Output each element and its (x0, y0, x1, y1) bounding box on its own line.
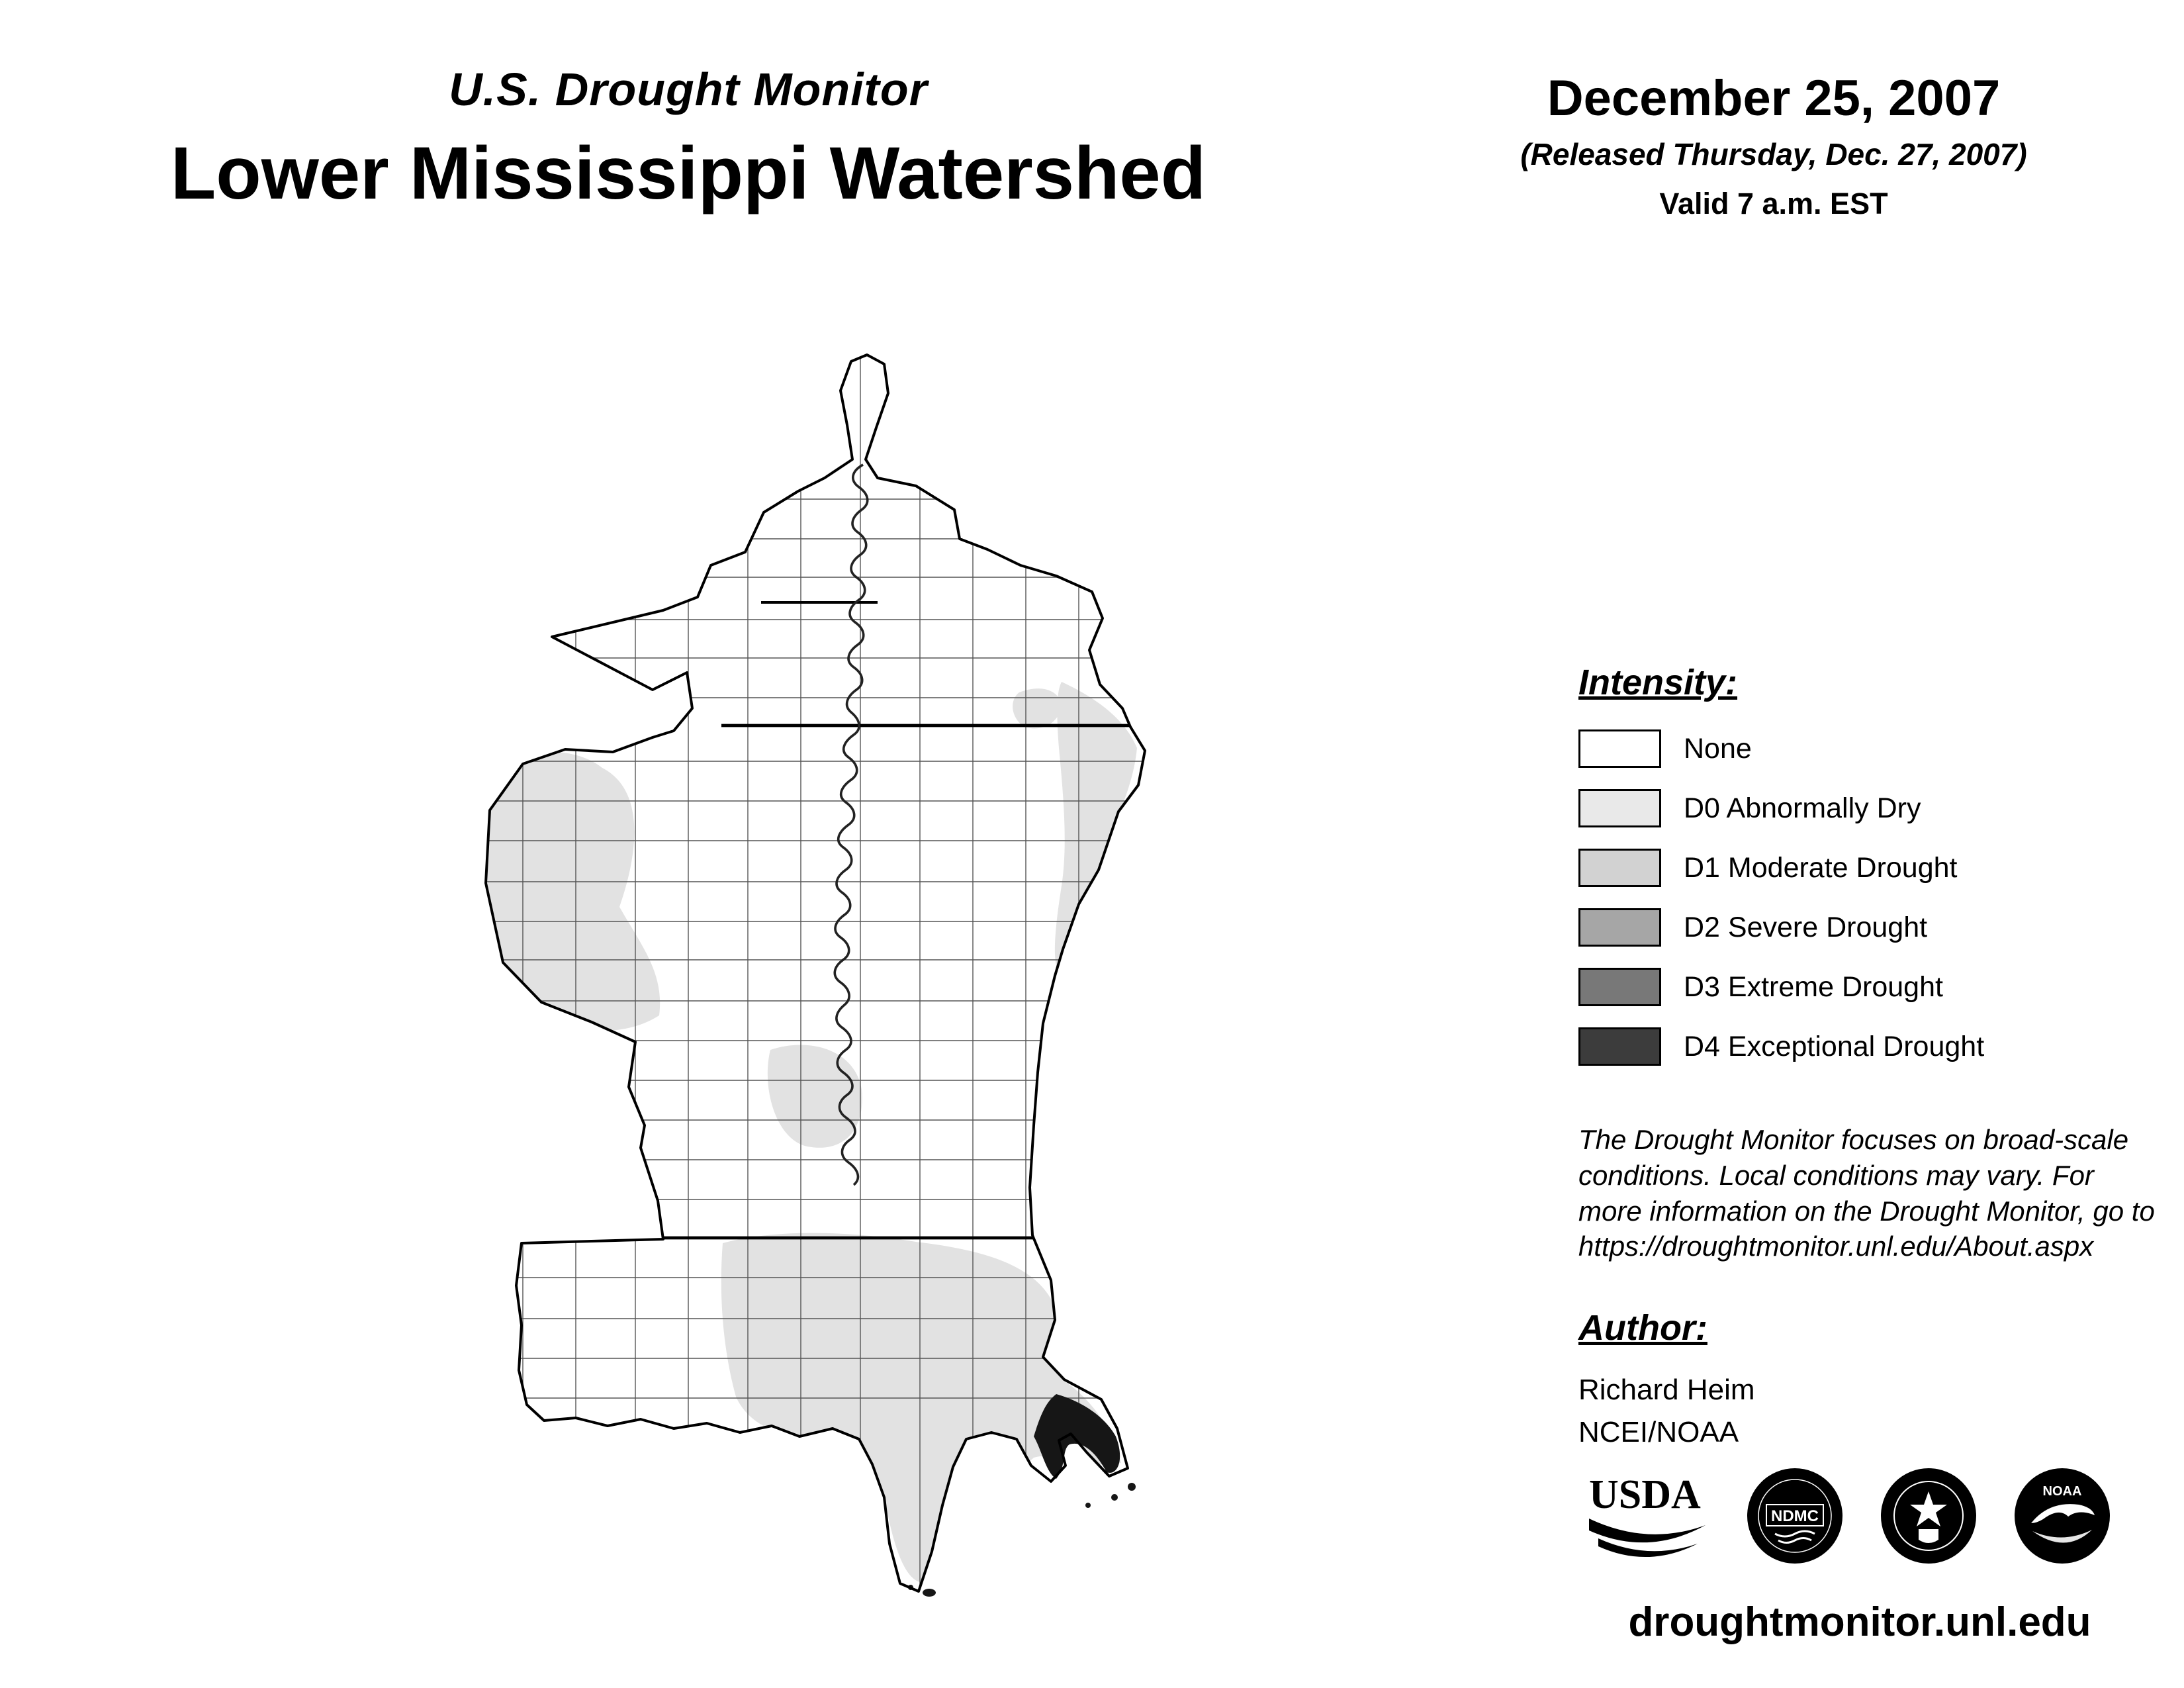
program-title: U.S. Drought Monitor (449, 64, 928, 115)
legend-row-d0: D0 Abnormally Dry (1578, 789, 2174, 827)
legend-label: D1 Moderate Drought (1684, 851, 1958, 884)
watershed-map (463, 351, 1257, 1602)
state-lines (663, 601, 1141, 1240)
mississippi-river (833, 463, 869, 1186)
usda-logo: USDA (1585, 1470, 1711, 1566)
droughtmonitor-url: droughtmonitor.unl.edu (1628, 1599, 2091, 1645)
map-date: December 25, 2007 (1547, 70, 2001, 126)
watershed-map-svg (484, 353, 1146, 1597)
usda-logo-text: USDA (1589, 1472, 1701, 1517)
released-date: (Released Thursday, Dec. 27, 2007) (1520, 137, 2027, 171)
legend-row-d2: D2 Severe Drought (1578, 908, 2174, 947)
logo-row: USDA NDMC NOAA (1585, 1466, 2181, 1569)
legend-label: D4 Exceptional Drought (1684, 1030, 1985, 1062)
intensity-legend: Intensity: None D0 Abnormally Dry D1 Mod… (1578, 662, 2174, 1087)
author-name: Richard Heim (1578, 1374, 1755, 1406)
d0-dry-areas (486, 682, 1137, 1582)
swatch-none (1578, 729, 1661, 768)
legend-row-d4: D4 Exceptional Drought (1578, 1027, 2174, 1066)
swatch-d1 (1578, 849, 1661, 887)
date-block: December 25, 2007 (Released Thursday, De… (1443, 70, 2105, 221)
legend-row-none: None (1578, 729, 2174, 768)
watershed-outline (484, 353, 1146, 1593)
legend-label: None (1684, 732, 1752, 765)
disclaimer-text: The Drought Monitor focuses on broad-sca… (1578, 1124, 2155, 1262)
legend-heading: Intensity: (1578, 663, 1738, 702)
swatch-d0 (1578, 789, 1661, 827)
legend-label: D0 Abnormally Dry (1684, 792, 1921, 824)
swatch-d4 (1578, 1027, 1661, 1066)
noaa-logo-text: NOAA (2043, 1484, 2082, 1499)
valid-time: Valid 7 a.m. EST (1659, 187, 1888, 220)
author-block: Author: Richard Heim NCEI/NOAA (1578, 1307, 2108, 1449)
ndmc-logo-text: NDMC (1771, 1507, 1819, 1525)
title-block: U.S. Drought Monitor Lower Mississippi W… (26, 63, 1350, 216)
delta-dark-area (908, 1394, 1136, 1597)
ndmc-logo: NDMC (1745, 1466, 1844, 1569)
page-title: Lower Mississippi Watershed (170, 132, 1206, 214)
legend-label: D2 Severe Drought (1684, 911, 1928, 943)
swatch-d3 (1578, 968, 1661, 1006)
author-heading: Author: (1578, 1308, 1707, 1348)
noaa-logo: NOAA (2013, 1466, 2112, 1569)
author-org: NCEI/NOAA (1578, 1416, 1739, 1448)
swatch-d2 (1578, 908, 1661, 947)
legend-label: D3 Extreme Drought (1684, 970, 1943, 1003)
commerce-seal-logo (1879, 1466, 1978, 1569)
legend-row-d3: D3 Extreme Drought (1578, 968, 2174, 1006)
legend-row-d1: D1 Moderate Drought (1578, 849, 2174, 887)
